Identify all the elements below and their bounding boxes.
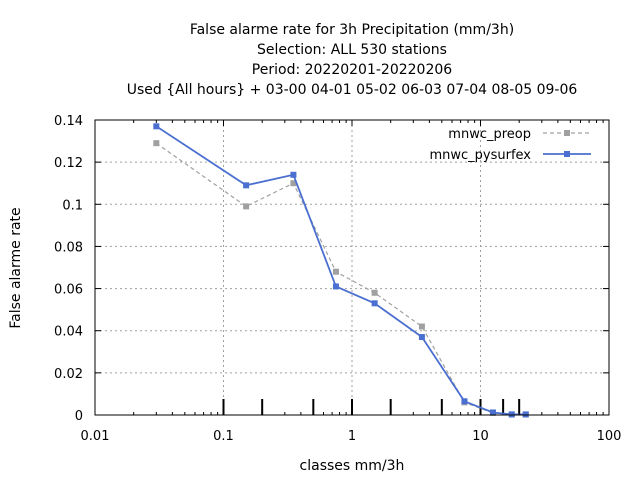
series-line bbox=[155, 125, 526, 416]
x-tick-label: 10 bbox=[472, 429, 489, 444]
title-line-2: Selection: ALL 530 stations bbox=[257, 42, 447, 58]
data-point bbox=[332, 283, 339, 290]
y-tick-label: 0.14 bbox=[54, 114, 83, 129]
data-point bbox=[508, 411, 515, 418]
data-point bbox=[290, 171, 297, 178]
x-tick-label: 0.01 bbox=[81, 429, 110, 444]
x-axis-label: classes mm/3h bbox=[300, 458, 405, 474]
data-point bbox=[371, 289, 378, 296]
legend: mnwc_preop mnwc_pysurfex bbox=[429, 127, 591, 163]
y-tick-label: 0 bbox=[75, 409, 83, 424]
data-point bbox=[243, 203, 250, 210]
data-point bbox=[522, 411, 529, 418]
series-line bbox=[155, 142, 526, 416]
data-point bbox=[290, 180, 297, 187]
data-point bbox=[153, 123, 160, 130]
series-layer bbox=[153, 123, 529, 418]
x-tick-label: 0.1 bbox=[213, 429, 234, 444]
grid bbox=[95, 120, 609, 415]
x-tick-label: 100 bbox=[597, 429, 622, 444]
data-point bbox=[489, 409, 496, 416]
axis-ticks: 0.01 0.1 1 10 100 0 0.02 0.04 0.06 0.08 0.1 0.12 0.1… bbox=[54, 114, 621, 444]
y-tick-label: 0.1 bbox=[62, 198, 83, 213]
y-tick-label: 0.04 bbox=[54, 325, 83, 340]
y-tick-label: 0.06 bbox=[54, 283, 83, 298]
legend-label: mnwc_pysurfex bbox=[429, 148, 531, 163]
y-tick-label: 0.12 bbox=[54, 156, 83, 171]
title-line-1: False alarme rate for 3h Precipitation (… bbox=[190, 22, 514, 38]
legend-marker bbox=[564, 151, 570, 157]
legend-item-mnwc_preop: mnwc_preop bbox=[448, 127, 591, 142]
x-tick-label: 1 bbox=[348, 429, 356, 444]
series-mnwc_pysurfex bbox=[153, 123, 529, 418]
data-point bbox=[153, 140, 160, 147]
chart-title: False alarme rate for 3h Precipitation (… bbox=[127, 22, 578, 98]
data-point bbox=[243, 182, 250, 189]
legend-label: mnwc_preop bbox=[448, 127, 531, 142]
legend-item-mnwc_pysurfex: mnwc_pysurfex bbox=[429, 148, 591, 163]
legend-marker bbox=[564, 130, 570, 136]
y-axis-label: False alarme rate bbox=[8, 207, 24, 328]
data-point bbox=[332, 268, 339, 275]
data-point bbox=[461, 398, 468, 405]
title-line-3: Period: 20220201-20220206 bbox=[252, 62, 452, 78]
series-mnwc_preop bbox=[153, 140, 529, 418]
title-line-4: Used {All hours} + 03-00 04-01 05-02 06-… bbox=[127, 82, 578, 98]
y-tick-label: 0.08 bbox=[54, 240, 83, 255]
data-point bbox=[418, 323, 425, 330]
y-tick-label: 0.02 bbox=[54, 367, 83, 382]
data-point bbox=[371, 300, 378, 307]
data-point bbox=[418, 334, 425, 341]
